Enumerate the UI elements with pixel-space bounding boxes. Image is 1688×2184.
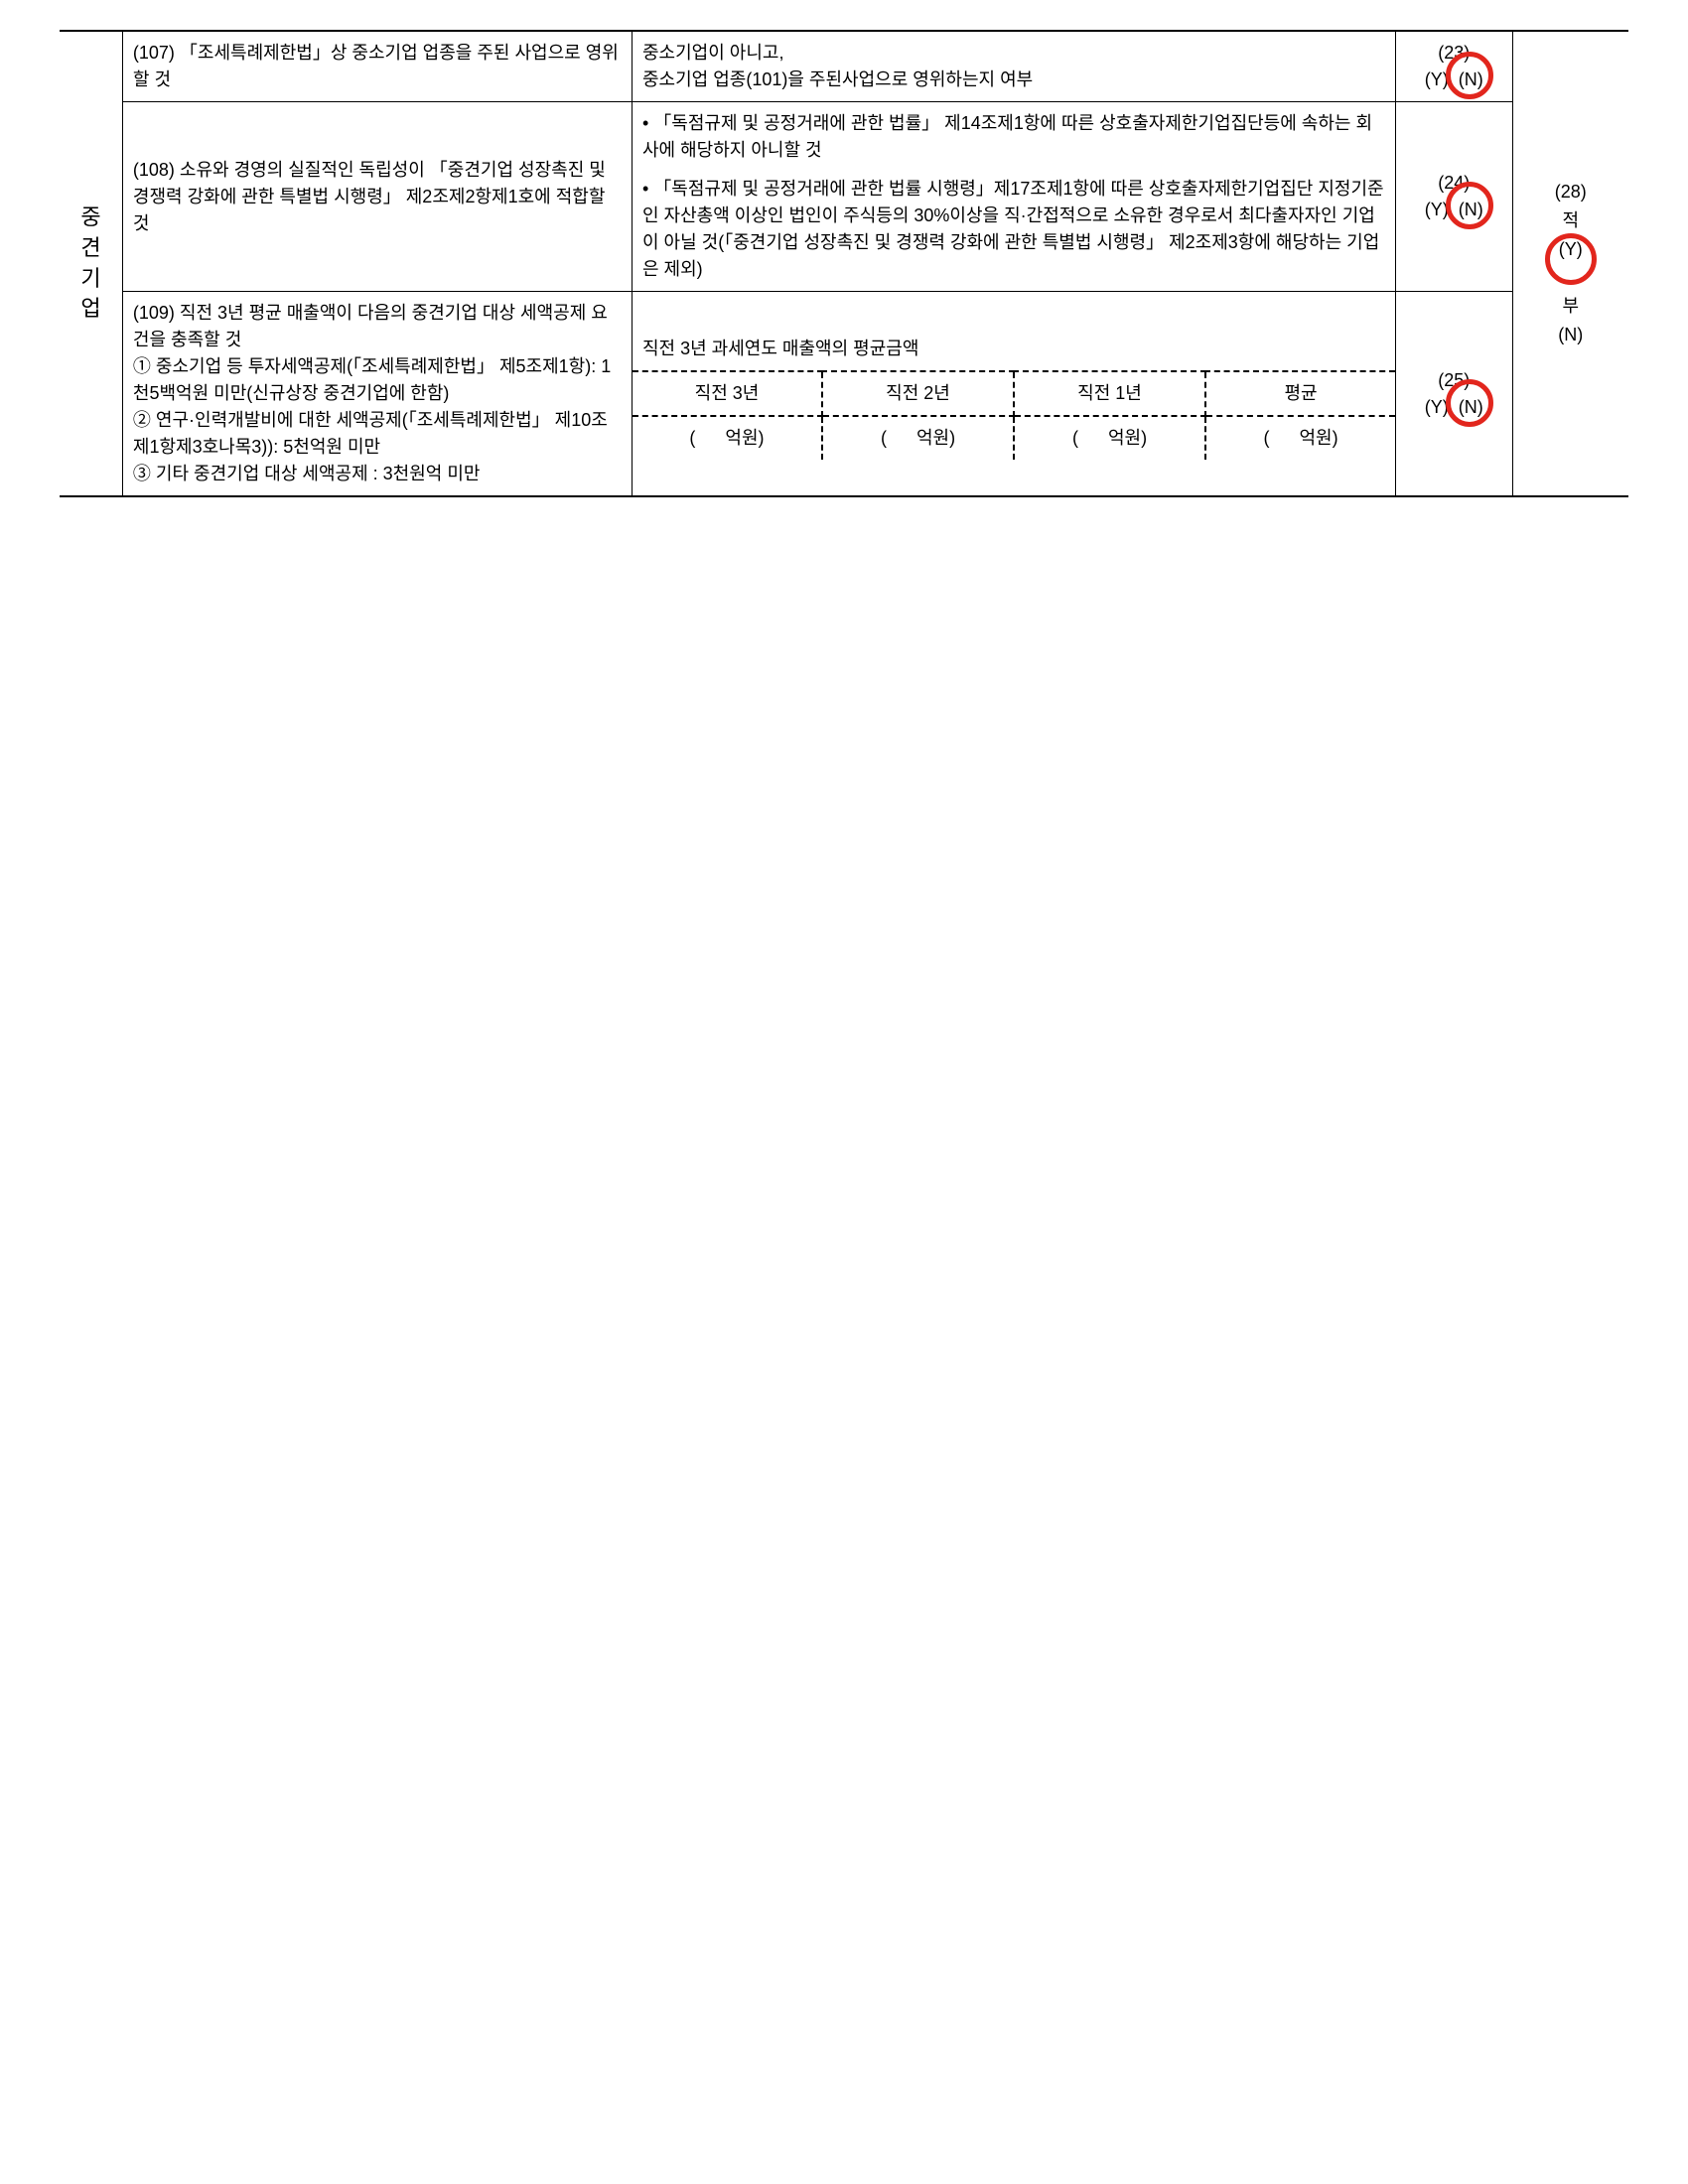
criteria-108: (108) 소유와 경영의 실질적인 독립성이 「중견기업 성장촉진 및 경쟁력…: [122, 102, 632, 292]
value-cell: ( 억원): [633, 416, 822, 460]
table-row: 중 견 기 업 (107) 「조세특례제한법」상 중소기업 업종을 주된 사업으…: [60, 31, 1628, 102]
col-header: 직전 1년: [1014, 371, 1205, 416]
avg-label: 직전 3년 과세연도 매출액의 평균금액: [633, 328, 1395, 371]
subtable-header-row: 직전 3년 직전 2년 직전 1년 평균: [633, 371, 1395, 416]
col-header: 직전 2년: [822, 371, 1014, 416]
content-108: • 「독점규제 및 공정거래에 관한 법률」 제14조제1항에 따른 상호출자제…: [632, 102, 1395, 292]
avg-subtable: 직전 3년 과세연도 매출액의 평균금액 직전 3년 직전 2년 직전 1년 평…: [633, 328, 1395, 460]
content-109: 직전 3년 과세연도 매출액의 평균금액 직전 3년 직전 2년 직전 1년 평…: [632, 292, 1395, 497]
table-row: (108) 소유와 경영의 실질적인 독립성이 「중견기업 성장촉진 및 경쟁력…: [60, 102, 1628, 292]
subtable-value-row: ( 억원) ( 억원) ( 억원) ( 억원): [633, 416, 1395, 460]
content-107: 중소기업이 아니고, 중소기업 업종(101)을 주된사업으로 영위하는지 여부: [632, 31, 1395, 102]
col-header: 평균: [1205, 371, 1395, 416]
result-28: (28) 적 (Y) 부 (N): [1512, 31, 1628, 496]
category-label: 중 견 기 업: [60, 31, 122, 496]
yn-108: (24) (Y), (N): [1396, 102, 1513, 292]
value-cell: ( 억원): [1014, 416, 1205, 460]
yn-109: (25) (Y), (N): [1396, 292, 1513, 497]
yn-107: (23) (Y), (N): [1396, 31, 1513, 102]
page: 중 견 기 업 (107) 「조세특례제한법」상 중소기업 업종을 주된 사업으…: [60, 30, 1628, 497]
value-cell: ( 억원): [822, 416, 1014, 460]
criteria-109: (109) 직전 3년 평균 매출액이 다음의 중견기업 대상 세액공제 요건을…: [122, 292, 632, 497]
criteria-107: (107) 「조세특례제한법」상 중소기업 업종을 주된 사업으로 영위할 것: [122, 31, 632, 102]
criteria-table: 중 견 기 업 (107) 「조세특례제한법」상 중소기업 업종을 주된 사업으…: [60, 30, 1628, 497]
col-header: 직전 3년: [633, 371, 822, 416]
table-row: (109) 직전 3년 평균 매출액이 다음의 중견기업 대상 세액공제 요건을…: [60, 292, 1628, 497]
value-cell: ( 억원): [1205, 416, 1395, 460]
